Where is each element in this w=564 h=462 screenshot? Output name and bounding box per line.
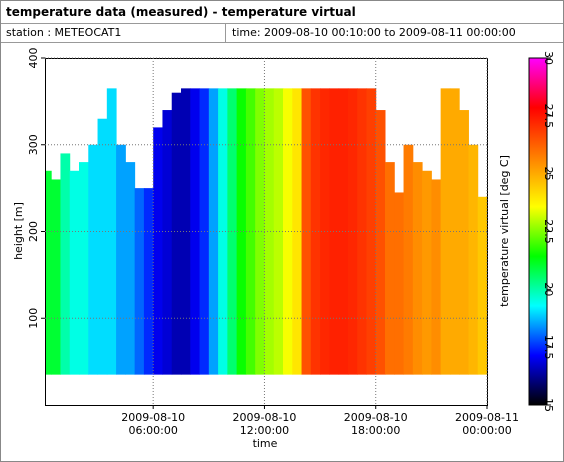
- x-tick-label: 2009-08-11 00:00:00: [455, 411, 519, 437]
- cell-column: [171, 92, 182, 375]
- cell-column: [422, 170, 432, 375]
- title: temperature data (measured) - temperatur…: [6, 5, 356, 19]
- cell-column: [134, 188, 145, 375]
- colorbar-tick-label: 30: [542, 51, 555, 65]
- cell-column: [347, 88, 358, 375]
- cell-column: [143, 188, 154, 375]
- y-tick-label: 200: [27, 221, 40, 242]
- cell-column: [264, 88, 275, 375]
- cell-column: [125, 162, 136, 375]
- station: station : METEOCAT1: [6, 26, 121, 39]
- cell-column: [227, 88, 238, 375]
- cell-column: [180, 88, 191, 375]
- cell-column: [255, 88, 265, 375]
- y-tick-label: 100: [27, 308, 40, 329]
- colorbar-tick-label: 20: [542, 282, 555, 296]
- colorbar-tick-label: 27.5: [542, 104, 555, 129]
- y-axis-label: height [m]: [12, 202, 25, 260]
- x-tick-label: 2009-08-10 06:00:00: [121, 411, 186, 437]
- colorbar-tick-label: 15: [542, 398, 555, 412]
- colorbar-tick-label: 25: [542, 167, 555, 181]
- cell-column: [273, 88, 284, 375]
- x-tick-label: 2009-08-10 18:00:00: [343, 411, 408, 437]
- x-tick-label: 2009-08-10 12:00:00: [232, 411, 297, 437]
- cell-column: [60, 153, 71, 375]
- cell-column: [282, 88, 293, 375]
- cell-column: [45, 170, 52, 375]
- cell-column: [357, 88, 367, 375]
- cell-column: [338, 88, 349, 375]
- colorbar-tick-label: 22.5: [542, 219, 555, 244]
- cell-column: [366, 88, 377, 375]
- cell-column: [51, 179, 61, 375]
- x-axis-label: time: [253, 437, 278, 450]
- cell-column: [384, 162, 395, 375]
- cell-column: [477, 196, 487, 375]
- cell-column: [403, 144, 414, 375]
- y-tick-label: 400: [27, 48, 40, 69]
- cell-column: [431, 179, 442, 375]
- colorbar-tick-label: 17.5: [542, 335, 555, 360]
- cell-column: [116, 144, 126, 375]
- cell-column: [468, 144, 479, 375]
- cell-column: [329, 88, 340, 375]
- cell-column: [459, 110, 469, 375]
- cell-column: [394, 192, 405, 375]
- cell-column: [412, 162, 423, 375]
- cell-column: [88, 144, 99, 375]
- cell-column: [97, 118, 108, 375]
- cell-column: [162, 110, 173, 375]
- y-tick-label: 300: [27, 134, 40, 155]
- time-range: time: 2009-08-10 00:10:00 to 2009-08-11 …: [232, 26, 516, 39]
- colorbar-label: temperature virtual [deg C]: [498, 155, 511, 307]
- cell-column: [375, 110, 386, 375]
- cell-column: [449, 88, 460, 375]
- cell-column: [245, 88, 256, 375]
- cell-column: [440, 88, 451, 375]
- cell-column: [78, 162, 89, 375]
- cell-column: [69, 170, 80, 375]
- cell-column: [153, 127, 163, 375]
- cell-column: [236, 88, 247, 375]
